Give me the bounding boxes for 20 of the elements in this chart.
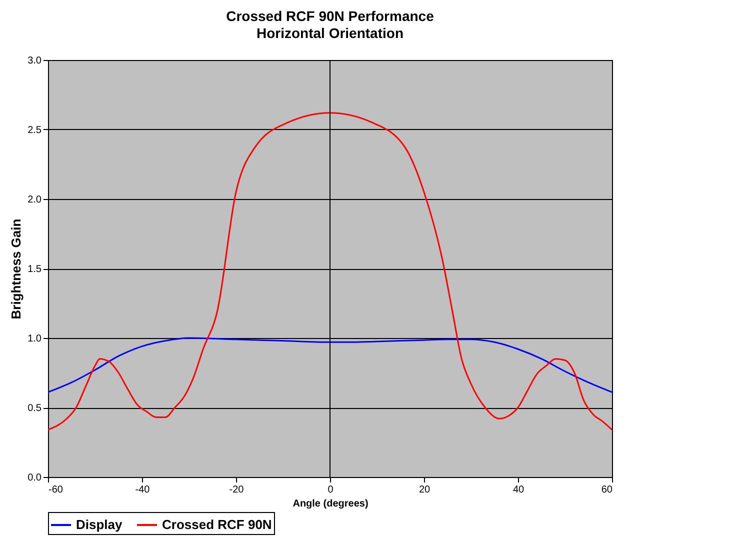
x-tick-label: 40: [512, 484, 524, 496]
y-tick-label: 0.0: [28, 472, 42, 484]
x-tick-label: 60: [601, 484, 613, 496]
legend-label: Display: [76, 517, 124, 532]
x-axis-title: Angle (degrees): [292, 498, 368, 510]
y-tick-label: 2.0: [28, 194, 42, 206]
chart-title: Crossed RCF 90N Performance: [226, 8, 434, 24]
x-tick-label: -60: [48, 484, 64, 496]
y-tick-label: 1.5: [28, 264, 42, 275]
x-tick-label: 20: [418, 484, 430, 496]
y-tick-label: 2.5: [28, 125, 42, 136]
x-tick-label: -40: [135, 484, 150, 496]
y-tick-label: 1.0: [28, 334, 42, 344]
y-tick-label: 3.0: [28, 56, 42, 66]
y-tick-label: 0.5: [28, 403, 42, 414]
x-tick-label: 0: [328, 484, 334, 496]
y-axis-title: Brightness Gain: [8, 218, 24, 320]
x-tick-label: -20: [229, 484, 244, 496]
chart-subtitle: Horizontal Orientation: [256, 25, 404, 41]
legend-label: Crossed RCF 90N: [162, 517, 272, 532]
